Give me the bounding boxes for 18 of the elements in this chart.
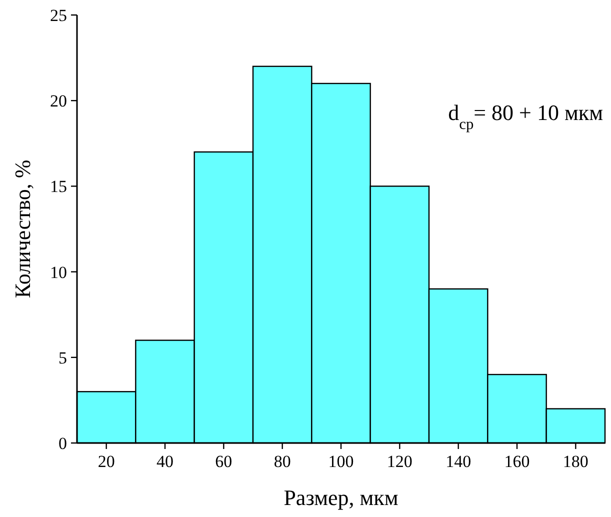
y-tick-label: 25: [50, 6, 67, 25]
y-axis-title: Количество, %: [10, 160, 35, 298]
y-tick-label: 5: [58, 348, 67, 368]
y-tick-label: 0: [58, 434, 67, 453]
y-tick-label: 15: [50, 177, 67, 196]
x-tick-label: 160: [504, 452, 530, 471]
x-tick-label: 180: [562, 452, 588, 471]
x-tick-label: 20: [98, 452, 115, 471]
y-tick-label: 20: [50, 92, 67, 111]
x-tick-label: 80: [274, 452, 291, 471]
x-tick-label: 120: [386, 452, 412, 471]
x-axis-title: Размер, мкм: [284, 485, 398, 510]
x-tick-label: 140: [446, 452, 472, 471]
y-tick-label: 10: [50, 262, 67, 282]
x-tick-label: 100: [328, 452, 354, 471]
x-tick-label: 60: [215, 452, 232, 471]
annotation: d$_{cp}$= 80 + 10 мкм: [448, 100, 604, 132]
x-tick-label: 40: [156, 452, 174, 471]
